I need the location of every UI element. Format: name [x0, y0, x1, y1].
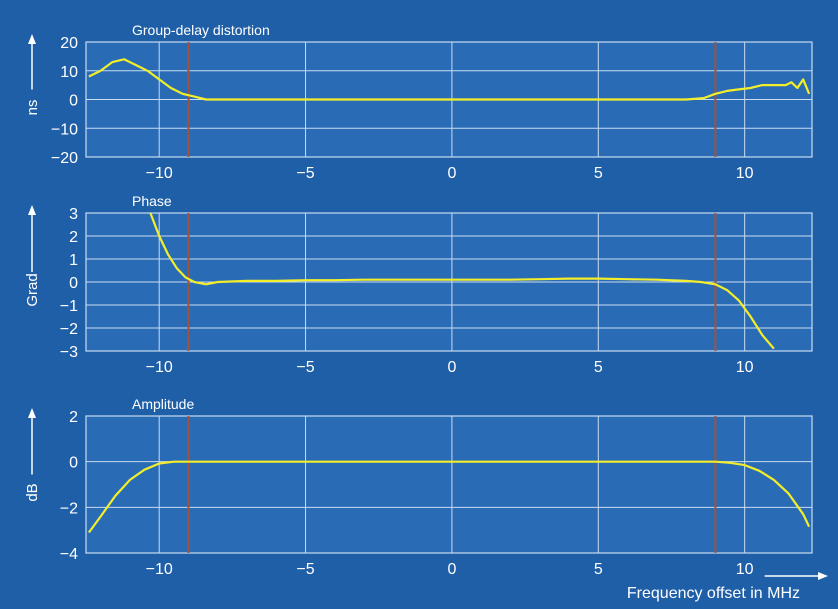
- y-axis-arrow-head: [28, 205, 36, 215]
- x-tick-label: 10: [736, 165, 754, 182]
- y-tick-label: 3: [69, 206, 78, 223]
- x-tick-label: −5: [296, 165, 314, 182]
- y-tick-label: −10: [51, 121, 78, 138]
- panel-title: Group-delay distortion: [132, 22, 270, 38]
- y-axis-label: Grad: [24, 273, 41, 306]
- panel-3: 2 0 −2 −4 −10 −5 0 5 10 Amplitude dB Frequency offs…: [24, 396, 828, 602]
- x-tick-label: 5: [594, 561, 603, 578]
- panel-title: Amplitude: [132, 396, 194, 412]
- x-tick-label: 0: [447, 165, 456, 182]
- x-tick-label: −10: [146, 165, 173, 182]
- y-tick-label: −20: [51, 150, 78, 167]
- y-axis-arrow-head: [28, 34, 36, 44]
- y-tick-label: 0: [69, 93, 78, 110]
- y-tick-label: −2: [60, 321, 78, 338]
- y-tick-label: 1: [69, 252, 78, 269]
- data-trace: [88, 58, 811, 101]
- y-tick-label: −1: [60, 298, 78, 315]
- y-axis-label: dB: [24, 483, 41, 501]
- data-trace: [88, 460, 811, 534]
- x-tick-label: 0: [447, 359, 456, 376]
- y-tick-label: −4: [60, 546, 78, 563]
- x-tick-label: 10: [736, 359, 754, 376]
- x-tick-label: −10: [146, 359, 173, 376]
- x-tick-label: 5: [594, 359, 603, 376]
- data-trace: [149, 212, 775, 350]
- y-tick-label: −2: [60, 500, 78, 517]
- y-tick-label: 0: [69, 275, 78, 292]
- x-axis-label: Frequency offset in MHz: [627, 585, 800, 602]
- x-tick-label: −10: [146, 561, 173, 578]
- y-tick-label: 2: [69, 229, 78, 246]
- panel-1: 20 10 0 −10 −20 −10 −5 0 5 10 Group-delay distorti…: [24, 22, 813, 182]
- x-axis-arrow-head: [818, 572, 828, 580]
- y-tick-label: 10: [60, 64, 78, 81]
- x-tick-label: 5: [594, 165, 603, 182]
- x-tick-label: 10: [736, 561, 754, 578]
- y-tick-label: 2: [69, 409, 78, 426]
- x-tick-label: 0: [447, 561, 456, 578]
- x-tick-label: −5: [296, 561, 314, 578]
- y-tick-label: 0: [69, 455, 78, 472]
- x-tick-label: −5: [296, 359, 314, 376]
- y-axis-arrow-head: [28, 408, 36, 418]
- y-tick-label: 20: [60, 35, 78, 52]
- y-tick-label: −3: [60, 344, 78, 361]
- panel-title: Phase: [132, 193, 172, 209]
- plot-area: [85, 415, 813, 554]
- y-axis-label: ns: [24, 100, 41, 116]
